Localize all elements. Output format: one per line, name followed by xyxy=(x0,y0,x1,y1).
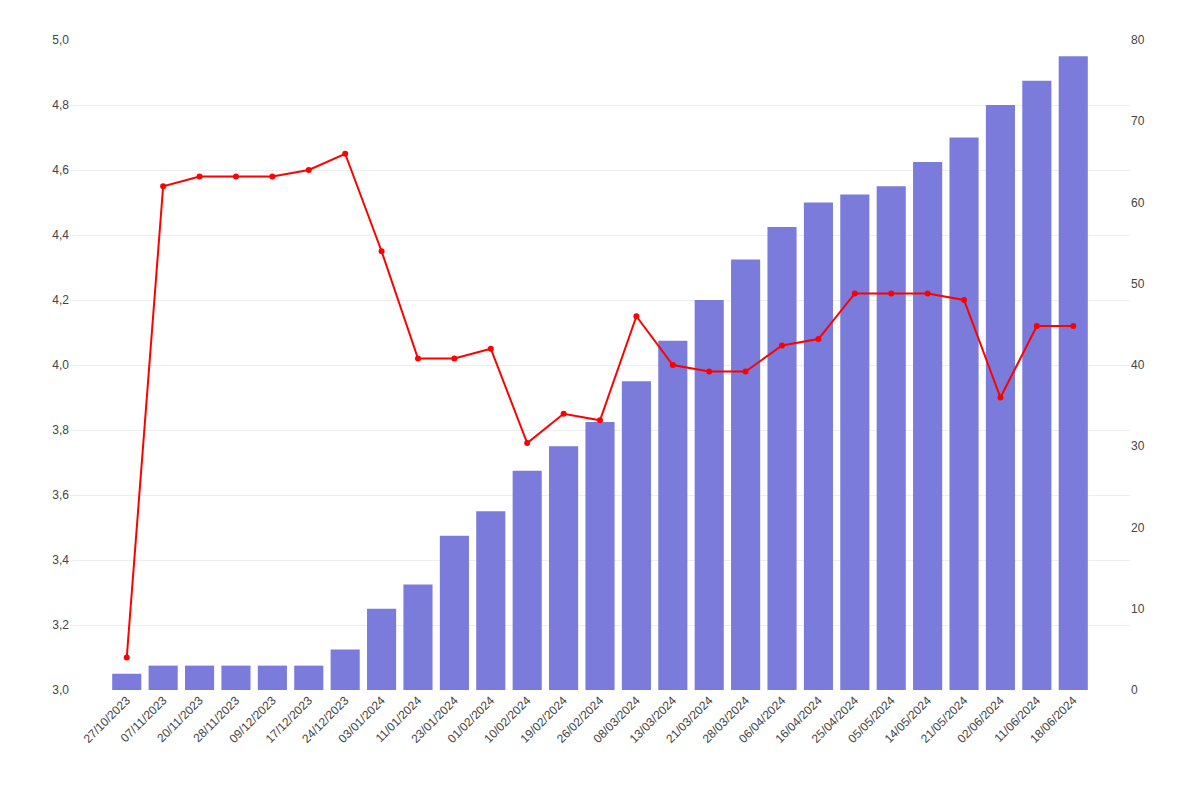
svg-text:20/11/2023: 20/11/2023 xyxy=(154,693,206,745)
svg-text:14/05/2024: 14/05/2024 xyxy=(882,693,935,746)
svg-text:16/04/2024: 16/04/2024 xyxy=(772,693,825,746)
svg-text:26/02/2024: 26/02/2024 xyxy=(554,693,607,746)
svg-text:4,8: 4,8 xyxy=(52,98,69,112)
svg-text:28/03/2024: 28/03/2024 xyxy=(700,693,753,746)
svg-text:4,6: 4,6 xyxy=(52,163,69,177)
svg-text:05/05/2024: 05/05/2024 xyxy=(845,693,898,746)
svg-text:30: 30 xyxy=(1131,439,1145,453)
svg-text:27/10/2023: 27/10/2023 xyxy=(81,693,134,746)
svg-text:01/02/2024: 01/02/2024 xyxy=(445,693,498,746)
svg-text:5,0: 5,0 xyxy=(52,33,69,47)
svg-text:3,2: 3,2 xyxy=(52,618,69,632)
svg-text:70: 70 xyxy=(1131,114,1145,128)
svg-text:21/03/2024: 21/03/2024 xyxy=(663,693,716,746)
svg-text:13/03/2024: 13/03/2024 xyxy=(627,693,680,746)
svg-text:50: 50 xyxy=(1131,277,1145,291)
svg-text:4,0: 4,0 xyxy=(52,358,69,372)
svg-text:10: 10 xyxy=(1131,602,1145,616)
svg-text:3,8: 3,8 xyxy=(52,423,69,437)
svg-text:4,2: 4,2 xyxy=(52,293,69,307)
svg-text:11/01/2024: 11/01/2024 xyxy=(373,693,425,745)
svg-text:07/11/2023: 07/11/2023 xyxy=(118,693,170,745)
svg-text:19/02/2024: 19/02/2024 xyxy=(518,693,571,746)
svg-text:09/12/2023: 09/12/2023 xyxy=(226,693,279,746)
svg-text:60: 60 xyxy=(1131,196,1145,210)
svg-text:18/06/2024: 18/06/2024 xyxy=(1027,693,1080,746)
svg-text:02/06/2024: 02/06/2024 xyxy=(954,693,1007,746)
svg-text:10/02/2024: 10/02/2024 xyxy=(481,693,534,746)
svg-text:25/04/2024: 25/04/2024 xyxy=(809,693,862,746)
svg-text:20: 20 xyxy=(1131,521,1145,535)
svg-text:0: 0 xyxy=(1131,683,1138,697)
svg-text:3,4: 3,4 xyxy=(52,553,69,567)
svg-text:28/11/2023: 28/11/2023 xyxy=(191,693,243,745)
svg-text:3,0: 3,0 xyxy=(52,683,69,697)
svg-text:3,6: 3,6 xyxy=(52,488,69,502)
svg-text:06/04/2024: 06/04/2024 xyxy=(736,693,789,746)
svg-text:17/12/2023: 17/12/2023 xyxy=(263,693,316,746)
svg-text:08/03/2024: 08/03/2024 xyxy=(590,693,643,746)
svg-text:03/01/2024: 03/01/2024 xyxy=(336,693,389,746)
svg-text:11/06/2024: 11/06/2024 xyxy=(991,693,1043,745)
svg-text:21/05/2024: 21/05/2024 xyxy=(918,693,971,746)
svg-text:23/01/2024: 23/01/2024 xyxy=(408,693,461,746)
svg-text:80: 80 xyxy=(1131,33,1145,47)
svg-text:24/12/2023: 24/12/2023 xyxy=(299,693,352,746)
svg-text:4,4: 4,4 xyxy=(52,228,69,242)
svg-text:40: 40 xyxy=(1131,358,1145,372)
